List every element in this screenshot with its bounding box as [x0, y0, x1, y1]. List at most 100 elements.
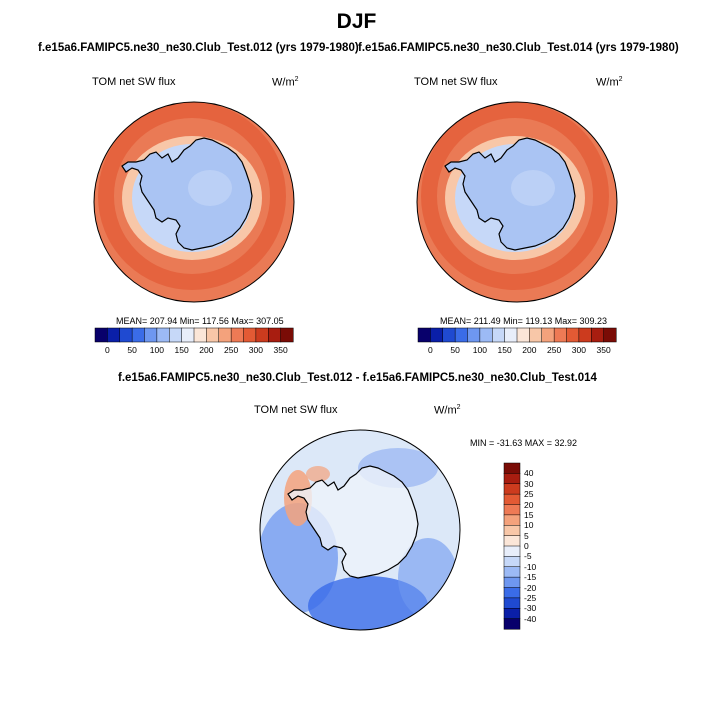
colorbar-tick-label: -40 — [524, 613, 537, 624]
colorbar-swatch — [503, 556, 521, 568]
colorbar-swatch — [503, 545, 521, 557]
map-field — [260, 430, 460, 630]
antarctica-coastline — [121, 137, 253, 251]
panel1-units-label: W/m2 — [272, 76, 299, 89]
map-boundary — [93, 101, 295, 303]
colorbar-swatch — [591, 327, 605, 343]
colorbar-swatch — [144, 327, 158, 343]
colorbar-tick-label: 0 — [524, 541, 529, 551]
panel1-units-text: W/m — [272, 76, 295, 89]
map-field — [417, 102, 617, 302]
colorbar-swatch — [107, 327, 121, 343]
colorbar-swatch — [442, 327, 456, 343]
colorbar-tick-label: -10 — [524, 561, 537, 572]
colorbar-swatch — [230, 327, 245, 343]
diff-colorbar — [503, 462, 521, 630]
colorbar-tick-label: 10 — [524, 520, 534, 531]
colorbar-swatch — [503, 504, 521, 516]
panel2-polar-map — [416, 101, 618, 303]
colorbar-tick-label: 200 — [199, 345, 214, 355]
diff-units-text: W/m — [434, 404, 457, 417]
map-boundary — [416, 101, 618, 303]
diff-title: f.e15a6.FAMIPC5.ne30_ne30.Club_Test.012 … — [118, 372, 597, 384]
colorbar-tick-label: 100 — [472, 345, 487, 355]
colorbar-tick-label: 50 — [127, 345, 137, 355]
colorbar-tick-label: 100 — [149, 345, 164, 355]
colorbar-tick-label: 0 — [428, 345, 433, 355]
colorbar-tick-label: 250 — [224, 345, 239, 355]
panel1-polar-map — [93, 101, 295, 303]
panel1-colorbar-ticks: 0 50 100 150 200 250 300 350 — [95, 345, 293, 357]
colorbar-tick-label: -30 — [524, 603, 537, 614]
colorbar-swatch — [503, 525, 521, 537]
colorbar-swatch — [503, 462, 521, 474]
ocean-band — [421, 102, 609, 290]
map-boundary — [259, 429, 461, 631]
colorbar-tick-label: -25 — [524, 592, 537, 603]
colorbar-swatch — [503, 535, 521, 547]
colorbar-swatch — [243, 327, 257, 343]
colorbar-tick-label: 300 — [571, 345, 586, 355]
panel1-variable-label: TOM net SW flux — [92, 76, 176, 88]
diff-positive-peninsula — [284, 470, 312, 526]
colorbar-swatch — [280, 327, 294, 343]
colorbar-swatch — [181, 327, 195, 343]
colorbar-tick-label: 40 — [524, 468, 534, 479]
colorbar-swatch — [503, 597, 521, 609]
colorbar-swatch — [503, 514, 521, 526]
antarctica-field — [445, 138, 575, 250]
panel2-units-text: W/m — [596, 76, 619, 89]
antarctica-coastline — [287, 465, 419, 579]
colorbar-tick-label: 15 — [524, 509, 534, 520]
diff-negative-south — [308, 576, 428, 630]
diff-colorbar-ticks: 40 30 25 20 15 10 5 0 -5 -10 -15 -20 -25 -30 -40 — [524, 463, 554, 629]
colorbar-swatch — [503, 576, 521, 589]
colorbar-swatch — [503, 473, 521, 485]
colorbar-tick-label: 25 — [524, 489, 534, 500]
colorbar-swatch — [206, 327, 220, 343]
colorbar-swatch — [578, 327, 592, 343]
colorbar-swatch — [255, 327, 269, 343]
colorbar-swatch — [479, 327, 493, 343]
colorbar-swatch — [503, 618, 521, 630]
colorbar-swatch — [503, 493, 521, 506]
panel2-colorbar-ticks: 0 50 100 150 200 250 300 350 — [418, 345, 616, 357]
colorbar-tick-label: 200 — [522, 345, 537, 355]
colorbar-swatch — [119, 327, 133, 343]
colorbar-tick-label: -20 — [524, 582, 537, 593]
colorbar-swatch — [566, 327, 580, 343]
colorbar-tick-label: 350 — [273, 345, 288, 355]
colorbar-tick-label: 350 — [596, 345, 611, 355]
colorbar-swatch — [218, 327, 232, 343]
colorbar-swatch — [417, 327, 431, 343]
diff-polar-map — [259, 429, 461, 631]
colorbar-swatch — [503, 483, 521, 495]
colorbar-swatch — [430, 327, 444, 343]
map-field — [94, 102, 294, 302]
panel1-colorbar — [94, 327, 294, 343]
colorbar-swatch — [529, 327, 543, 343]
panel1-stats: MEAN= 207.94 Min= 117.56 Max= 307.05 — [116, 316, 284, 326]
colorbar-swatch — [541, 327, 555, 343]
diff-units-label: W/m2 — [434, 404, 461, 417]
panel1-case-title: f.e15a6.FAMIPC5.ne30_ne30.Club_Test.012 … — [38, 42, 359, 54]
figure-title: DJF — [336, 10, 377, 33]
antarctica-coastline — [444, 137, 576, 251]
panel1-units-exp: 2 — [294, 76, 299, 83]
colorbar-tick-label: 250 — [547, 345, 562, 355]
colorbar-swatch — [193, 327, 207, 343]
diff-variable-label: TOM net SW flux — [254, 404, 338, 416]
colorbar-swatch — [504, 327, 518, 343]
colorbar-swatch — [516, 327, 530, 343]
diff-stats: MIN = -31.63 MAX = 32.92 — [470, 438, 578, 448]
panel2-variable-label: TOM net SW flux — [414, 76, 498, 88]
colorbar-tick-label: 150 — [174, 345, 189, 355]
colorbar-swatch — [603, 327, 617, 343]
panel2-colorbar — [417, 327, 617, 343]
colorbar-swatch — [503, 608, 521, 620]
panel2-units-label: W/m2 — [596, 76, 623, 89]
panel2-case-title: f.e15a6.FAMIPC5.ne30_ne30.Club_Test.014 … — [358, 42, 679, 54]
diff-positive-north — [306, 466, 330, 482]
colorbar-swatch — [169, 327, 183, 343]
panel2-stats: MEAN= 211.49 Min= 119.13 Max= 309.23 — [440, 316, 608, 326]
